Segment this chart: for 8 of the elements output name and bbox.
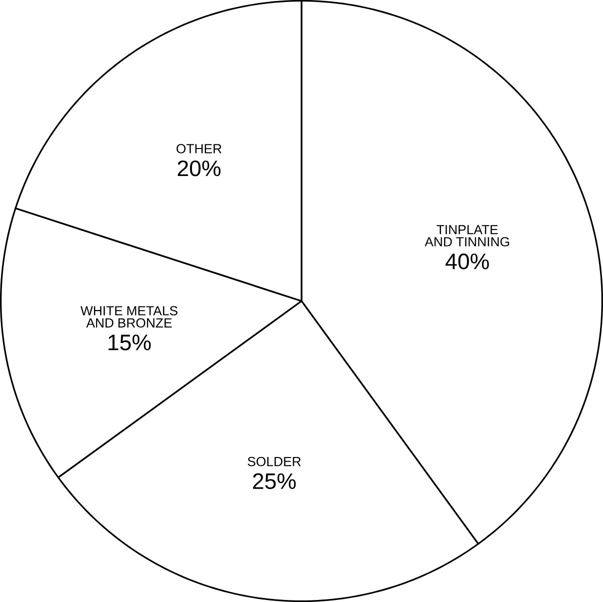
slice-label: OTHER bbox=[176, 144, 222, 154]
data-label: 15% bbox=[108, 334, 151, 350]
slice-label: WHITE METALS AND BRONZE bbox=[80, 306, 178, 328]
slice-label: SOLDER bbox=[248, 456, 301, 466]
data-label: 40% bbox=[446, 254, 489, 270]
data-label: 20% bbox=[178, 160, 221, 176]
slice-label: TINPLATE AND TINNING bbox=[424, 225, 510, 246]
data-label: 25% bbox=[253, 473, 296, 490]
